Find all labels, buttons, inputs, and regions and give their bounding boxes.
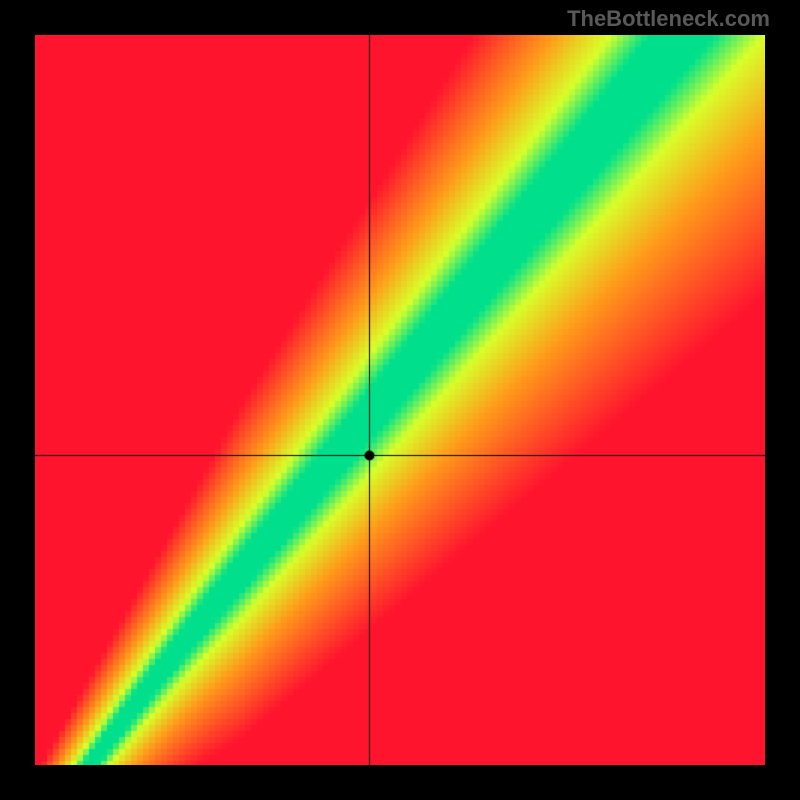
chart-container: { "watermark": { "text": "TheBottleneck.… (0, 0, 800, 800)
bottleneck-heatmap (35, 35, 765, 765)
watermark-text: TheBottleneck.com (567, 6, 770, 32)
